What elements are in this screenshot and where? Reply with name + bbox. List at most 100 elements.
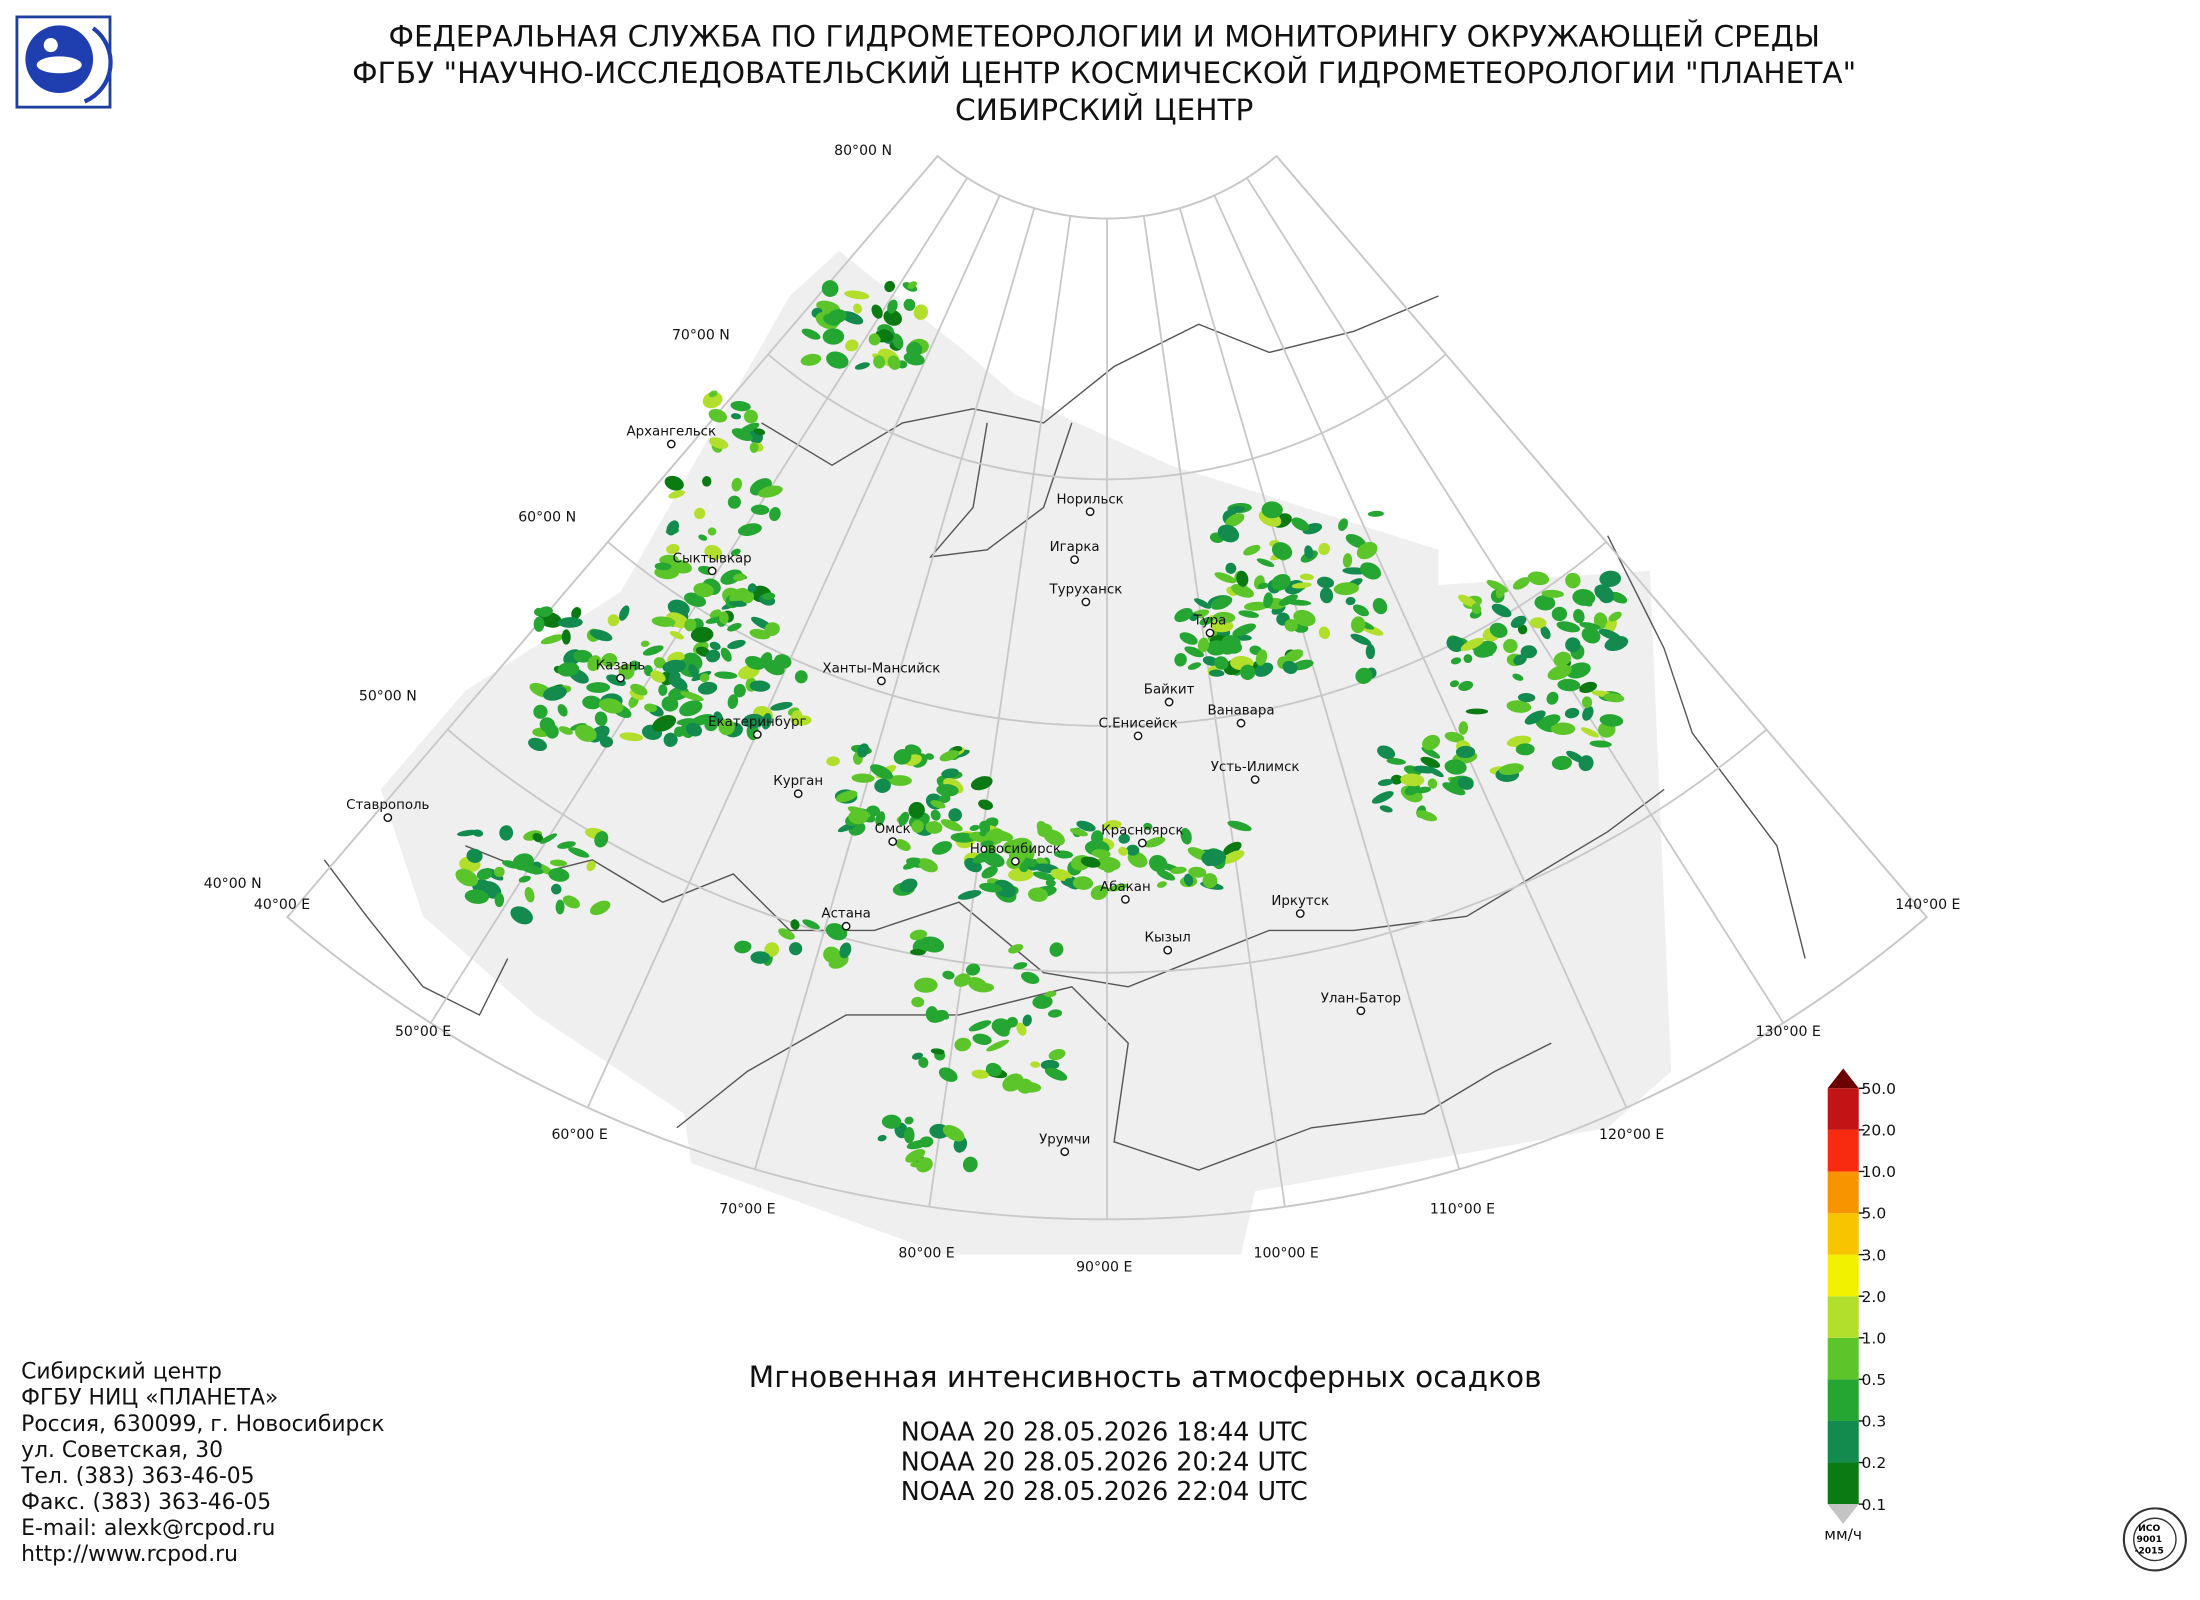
precip-cell	[1187, 662, 1202, 670]
precip-cell	[1512, 673, 1524, 681]
precip-cell	[1458, 680, 1474, 692]
precip-cell	[940, 819, 963, 832]
precip-cell	[1223, 841, 1242, 856]
precip-cell	[1284, 649, 1304, 663]
precip-cell	[887, 775, 912, 786]
precip-cell	[1517, 692, 1536, 703]
precip-cell	[573, 649, 593, 663]
precip-cell	[764, 942, 780, 957]
longitude-label: 60°00 E	[551, 1127, 607, 1143]
precip-cell	[1022, 1014, 1032, 1027]
city-marker	[1164, 697, 1174, 707]
longitude-label: 80°00 E	[898, 1245, 954, 1261]
precip-cell	[1527, 571, 1550, 586]
city-marker	[1137, 838, 1147, 848]
meridian-line	[1246, 177, 1785, 1024]
precip-cell	[1556, 621, 1580, 633]
precip-cell	[1579, 622, 1601, 630]
coastline	[1607, 535, 1806, 959]
precip-cell	[688, 664, 699, 678]
precip-cell	[839, 942, 852, 959]
precip-cell	[663, 732, 678, 747]
city-marker	[793, 789, 803, 799]
city-label: Иркутск	[1271, 894, 1329, 909]
contact-line: Сибирский центр	[21, 1360, 222, 1385]
precip-cell	[1513, 654, 1527, 666]
precip-cell	[1229, 505, 1245, 513]
precip-cell	[1365, 643, 1376, 660]
city-label: Туруханск	[1048, 582, 1122, 597]
precip-cell	[719, 611, 729, 625]
precip-cell	[1608, 611, 1622, 622]
precip-cell	[586, 682, 611, 693]
longitude-label: 70°00 E	[719, 1202, 775, 1218]
precip-cell	[747, 583, 757, 593]
precip-cell	[1156, 869, 1175, 881]
precip-cell	[942, 970, 955, 980]
precip-cell	[1371, 791, 1394, 804]
precip-cell	[1503, 638, 1518, 654]
precip-cell	[1465, 708, 1489, 715]
precip-cell	[1565, 572, 1581, 589]
precip-cell	[1170, 866, 1187, 874]
precip-cell	[733, 573, 746, 582]
precip-cell	[823, 313, 841, 326]
precip-cell	[874, 778, 891, 793]
precip-cell	[1208, 669, 1225, 677]
precip-cell	[540, 634, 565, 645]
pass-line: NOAA 20 28.05.2026 20:24 UTC	[901, 1446, 1308, 1476]
precip-cell	[1090, 885, 1108, 900]
precip-cell	[979, 882, 1003, 893]
precip-cell	[708, 408, 728, 423]
precip-cell	[1244, 601, 1268, 611]
precip-cell	[1225, 513, 1245, 527]
city-label: Абакан	[1100, 879, 1151, 895]
precip-cell	[762, 592, 776, 600]
city-marker	[877, 676, 886, 686]
precip-cell	[971, 1069, 989, 1079]
precip-cell	[1032, 994, 1053, 1009]
precip-cell	[1450, 657, 1462, 665]
precip-cell	[1338, 518, 1349, 531]
meridian-line	[1275, 155, 1928, 918]
precip-cell	[1557, 678, 1581, 692]
precip-cell	[905, 1148, 926, 1163]
precip-cell	[543, 685, 567, 701]
precip-cell	[1534, 595, 1556, 611]
precip-cell	[1188, 866, 1207, 878]
precip-cell	[1471, 603, 1482, 615]
precip-cell	[731, 477, 742, 492]
precip-cell	[764, 622, 780, 636]
legend-unit: мм/ч	[1824, 1525, 1862, 1543]
precip-cell	[730, 400, 751, 412]
legend-color	[1827, 1296, 1859, 1338]
precip-cell	[718, 718, 735, 736]
contact-line: Тел. (383) 363-46-05	[20, 1464, 254, 1489]
city-label: Омск	[875, 822, 911, 837]
precip-cell	[651, 616, 676, 627]
precip-cell	[1444, 759, 1467, 775]
precip-cell	[758, 485, 783, 498]
precip-cell	[533, 616, 545, 632]
legend-label: 1.0	[1862, 1329, 1887, 1347]
precip-cell	[986, 1039, 1009, 1052]
meridian-line	[586, 195, 1001, 1108]
precip-cell	[1512, 577, 1530, 590]
precip-cell	[664, 475, 684, 491]
city-marker	[707, 566, 717, 576]
legend-label: 2.0	[1862, 1288, 1887, 1306]
precip-cell	[1045, 879, 1056, 887]
precip-cell	[1317, 576, 1335, 589]
city-label: Сыктывкар	[673, 551, 752, 566]
precip-cell	[1257, 582, 1269, 590]
precip-cell	[800, 353, 822, 366]
precip-cell	[774, 654, 792, 669]
precip-cell	[1069, 828, 1089, 837]
precip-cell	[1318, 542, 1330, 556]
precip-cell	[709, 641, 721, 651]
precip-cell	[1255, 649, 1268, 666]
precip-cell	[668, 559, 692, 574]
precip-cell	[826, 351, 849, 369]
parallel-line	[937, 155, 1278, 220]
precip-cell	[910, 949, 926, 956]
